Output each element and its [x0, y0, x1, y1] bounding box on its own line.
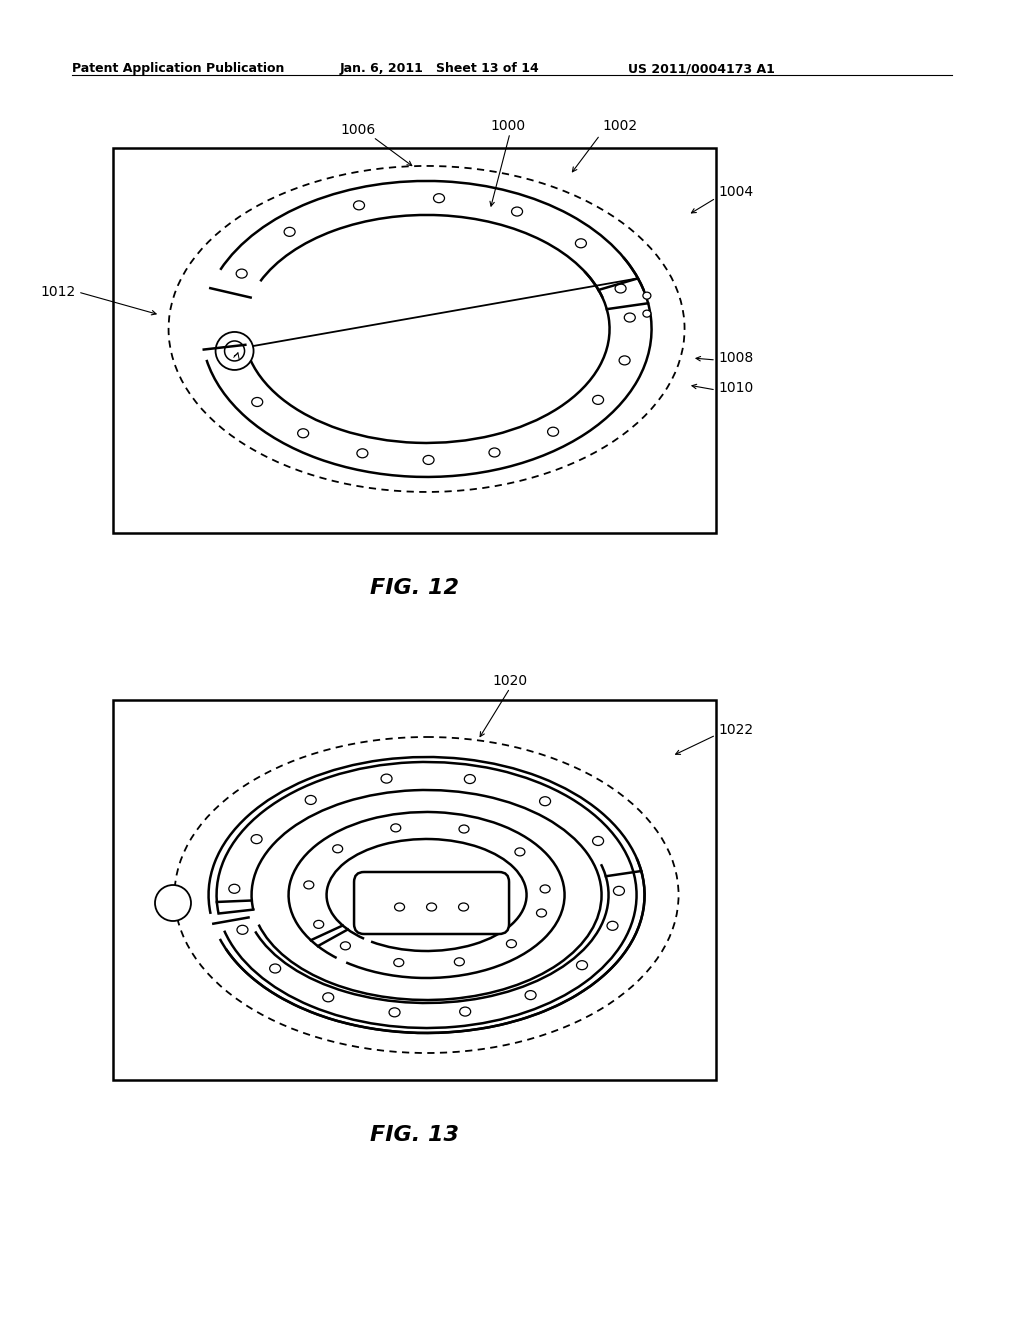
Ellipse shape [455, 958, 464, 966]
Text: 1002: 1002 [602, 119, 637, 133]
Ellipse shape [391, 824, 400, 832]
Ellipse shape [224, 358, 236, 367]
FancyBboxPatch shape [354, 873, 509, 935]
Ellipse shape [615, 284, 626, 293]
Ellipse shape [525, 990, 537, 999]
Ellipse shape [613, 886, 625, 895]
Text: 1020: 1020 [493, 675, 527, 688]
Ellipse shape [340, 942, 350, 950]
Text: 1012: 1012 [41, 285, 76, 300]
Ellipse shape [394, 958, 403, 966]
Ellipse shape [251, 834, 262, 843]
Ellipse shape [298, 429, 308, 438]
Text: 1006: 1006 [340, 123, 376, 137]
Text: 1022: 1022 [718, 723, 753, 737]
Ellipse shape [607, 921, 618, 931]
Ellipse shape [353, 201, 365, 210]
Ellipse shape [512, 207, 522, 216]
Ellipse shape [507, 940, 516, 948]
Bar [113, 148, 716, 533]
Ellipse shape [460, 1007, 471, 1016]
Ellipse shape [323, 993, 334, 1002]
Ellipse shape [548, 428, 558, 436]
Ellipse shape [228, 884, 240, 894]
Ellipse shape [620, 356, 630, 364]
Ellipse shape [540, 884, 550, 892]
Ellipse shape [252, 397, 263, 407]
Ellipse shape [284, 227, 295, 236]
Ellipse shape [357, 449, 368, 458]
Ellipse shape [313, 920, 324, 928]
Circle shape [216, 331, 254, 370]
Text: 1004: 1004 [718, 185, 753, 199]
Ellipse shape [489, 447, 500, 457]
Ellipse shape [423, 455, 434, 465]
Ellipse shape [304, 880, 313, 888]
Ellipse shape [575, 239, 587, 248]
Ellipse shape [305, 796, 316, 804]
Circle shape [155, 884, 191, 921]
Ellipse shape [333, 845, 343, 853]
Ellipse shape [433, 194, 444, 203]
Text: 1008: 1008 [718, 351, 754, 366]
Ellipse shape [464, 775, 475, 784]
Ellipse shape [389, 1008, 400, 1016]
Text: Patent Application Publication: Patent Application Publication [72, 62, 285, 75]
Ellipse shape [577, 961, 588, 970]
Text: 1000: 1000 [490, 119, 525, 133]
Text: US 2011/0004173 A1: US 2011/0004173 A1 [628, 62, 775, 75]
Ellipse shape [540, 797, 551, 805]
Text: 1010: 1010 [718, 381, 754, 395]
Ellipse shape [625, 313, 635, 322]
Ellipse shape [427, 903, 436, 911]
Text: FIG. 13: FIG. 13 [370, 1125, 459, 1144]
Text: FIG. 12: FIG. 12 [370, 578, 459, 598]
Ellipse shape [593, 396, 603, 404]
Bar [113, 700, 716, 1080]
Ellipse shape [643, 310, 651, 317]
Ellipse shape [515, 847, 525, 855]
Ellipse shape [269, 964, 281, 973]
Ellipse shape [381, 774, 392, 783]
Ellipse shape [593, 837, 603, 846]
Ellipse shape [394, 903, 404, 911]
Ellipse shape [237, 269, 247, 279]
Ellipse shape [537, 909, 547, 917]
Ellipse shape [643, 292, 651, 300]
Ellipse shape [459, 825, 469, 833]
Ellipse shape [237, 925, 248, 935]
Circle shape [224, 341, 245, 360]
Ellipse shape [459, 903, 469, 911]
Text: Jan. 6, 2011   Sheet 13 of 14: Jan. 6, 2011 Sheet 13 of 14 [340, 62, 540, 75]
